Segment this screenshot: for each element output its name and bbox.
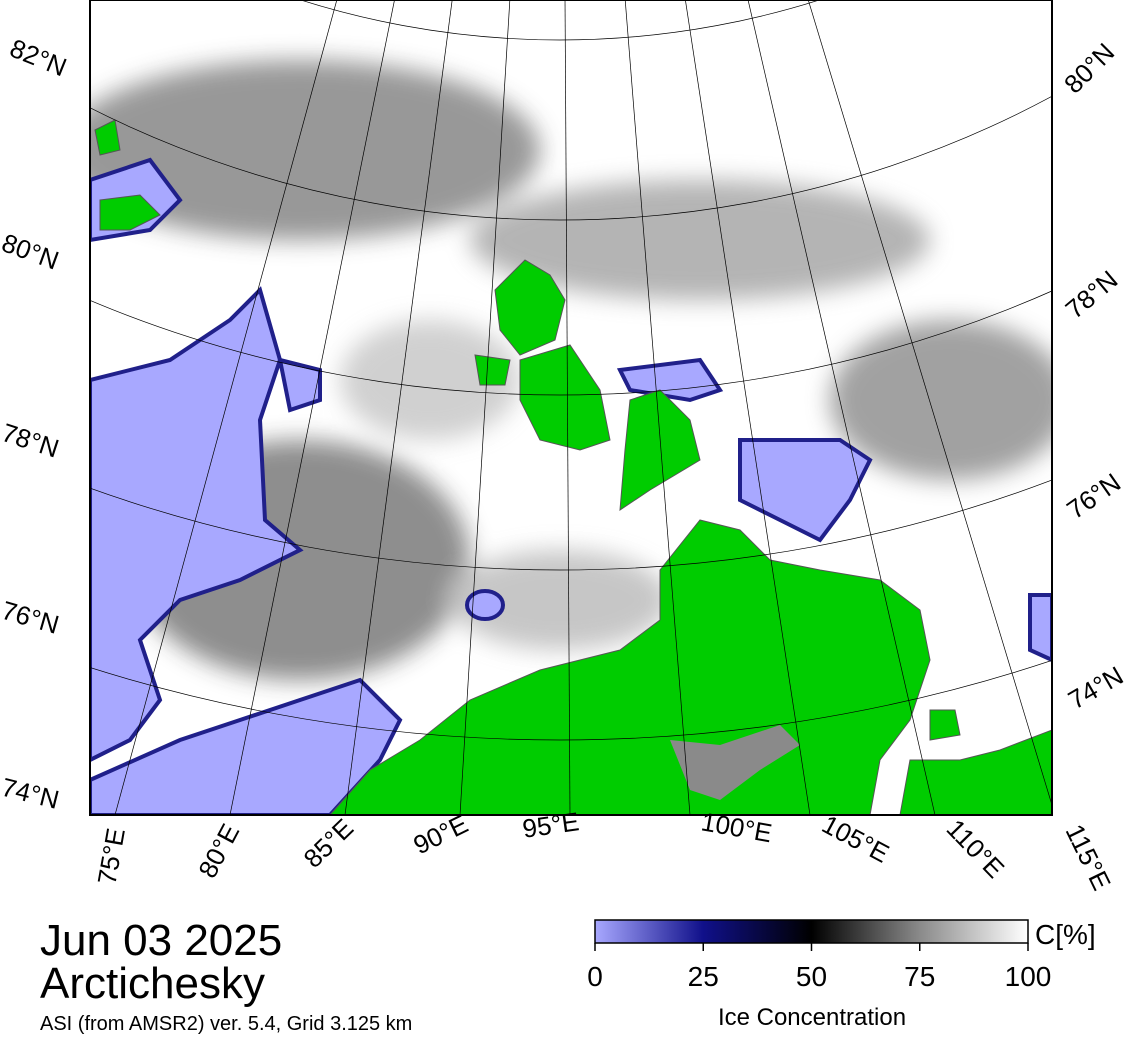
map-area	[90, 0, 1052, 815]
meridian	[807, 0, 1052, 807]
lat-label: 74°N	[1063, 660, 1128, 715]
lon-label: 75°E	[92, 826, 131, 887]
colorbar: C[%] Ice Concentration 0 25 50 75 100	[587, 919, 1095, 1031]
meridian	[459, 0, 511, 815]
lon-label: 85°E	[298, 813, 360, 874]
lat-label: 78°N	[0, 417, 63, 463]
lat-label: 76°N	[1061, 467, 1126, 525]
colorbar-label: Ice Concentration	[718, 1004, 906, 1031]
source: ASI (from AMSR2) ver. 5.4, Grid 3.125 km	[40, 1013, 412, 1035]
lat-label: 82°N	[6, 33, 71, 83]
open-water	[90, 157, 1052, 815]
meridian	[685, 0, 811, 815]
colorbar-unit: C[%]	[1035, 919, 1096, 950]
lon-label: 115°E	[1060, 819, 1117, 894]
meridian	[624, 0, 691, 815]
meridian	[114, 0, 338, 815]
colorbar-tick-label: 0	[587, 961, 603, 992]
lon-label: 80°E	[192, 819, 245, 883]
parallel	[300, 0, 820, 41]
meridian	[564, 0, 571, 815]
lon-label: 110°E	[941, 813, 1011, 884]
land	[94, 119, 1052, 815]
parallel	[90, 95, 1052, 221]
colorbar-tick-label: 50	[796, 961, 827, 992]
land-ice	[670, 725, 800, 800]
lon-label: 105°E	[817, 809, 894, 869]
lat-label: 80°N	[0, 227, 63, 275]
lon-label: 90°E	[409, 808, 473, 860]
map-frame	[89, 0, 1053, 816]
meridian	[344, 0, 453, 815]
colorbar-tick-label: 100	[1005, 961, 1052, 992]
lat-label: 74°N	[0, 772, 62, 815]
date: Jun 03 2025	[40, 916, 282, 965]
colorbar-ramp	[594, 919, 1029, 944]
lat-label: 78°N	[1060, 264, 1124, 324]
lat-label: 80°N	[1058, 37, 1120, 99]
graticule	[90, 0, 1052, 815]
colorbar-tick-label: 75	[904, 961, 935, 992]
lat-label: 76°N	[0, 595, 62, 640]
region: Arctichesky	[40, 959, 265, 1008]
meridian	[747, 0, 936, 815]
lon-label: 95°E	[521, 806, 581, 844]
colorbar-tick-label: 25	[688, 961, 719, 992]
meridian	[229, 0, 395, 815]
